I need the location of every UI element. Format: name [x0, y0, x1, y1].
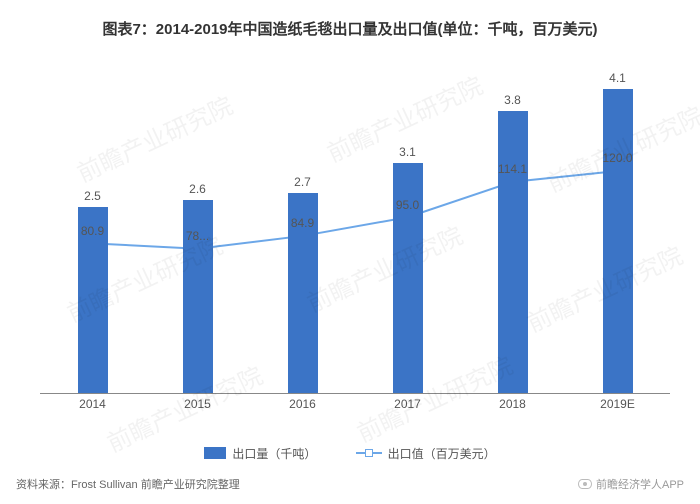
x-axis-label: 2017 — [368, 397, 448, 411]
line-value-label: 84.9 — [278, 216, 328, 230]
legend-line-swatch — [356, 447, 382, 459]
bar-value-label: 2.6 — [168, 182, 228, 196]
chart-title: 图表7：2014-2019年中国造纸毛毯出口量及出口值(单位：千吨，百万美元) — [0, 0, 700, 39]
legend-bar-label: 出口量（千吨） — [232, 445, 316, 462]
line-value-label: 114.1 — [488, 162, 538, 176]
legend-item-line: 出口值（百万美元） — [356, 445, 496, 462]
bar — [498, 111, 528, 393]
bar — [603, 89, 633, 393]
footer-right-text: 前瞻经济学人APP — [596, 476, 684, 492]
x-axis-label: 2018 — [473, 397, 553, 411]
source-label: 资料来源：Frost Sullivan 前瞻产业研究院整理 — [16, 476, 240, 492]
bar-group: 3.82018 — [498, 111, 528, 393]
legend: 出口量（千吨） 出口值（百万美元） — [0, 445, 700, 463]
plot-region: 2.520142.620152.720163.120173.820184.120… — [40, 60, 670, 394]
x-axis-label: 2019E — [578, 397, 658, 411]
bar-value-label: 2.7 — [273, 175, 333, 189]
bar-group: 4.12019E — [603, 89, 633, 393]
line-value-label: 95.0 — [383, 198, 433, 212]
legend-bar-swatch — [204, 447, 226, 459]
legend-line-label: 出口值（百万美元） — [388, 445, 496, 462]
bar-value-label: 2.5 — [63, 189, 123, 203]
bar-value-label: 3.8 — [483, 93, 543, 107]
x-axis-label: 2014 — [53, 397, 133, 411]
line-value-label: 80.9 — [68, 224, 118, 238]
line-value-label: 120.0 — [593, 151, 643, 165]
line-series-svg — [40, 60, 670, 393]
line-value-label: 78... — [173, 229, 223, 243]
chart-area: 2.520142.620152.720163.120173.820184.120… — [40, 60, 670, 414]
eye-icon — [578, 479, 592, 489]
bar-value-label: 3.1 — [378, 145, 438, 159]
footer-right: 前瞻经济学人APP — [578, 476, 684, 492]
bar-value-label: 4.1 — [588, 71, 648, 85]
x-axis-label: 2016 — [263, 397, 343, 411]
x-axis-label: 2015 — [158, 397, 238, 411]
legend-item-bar: 出口量（千吨） — [204, 445, 316, 462]
